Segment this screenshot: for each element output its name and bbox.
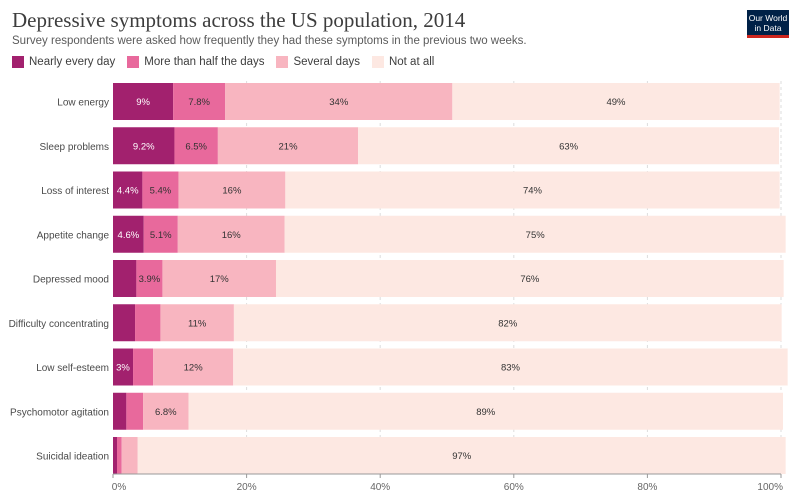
data-label: 97% (452, 451, 472, 462)
bar-segment[interactable] (113, 215, 144, 253)
category-label: Suicidal ideation (36, 452, 109, 463)
category-label: Difficulty concentrating (9, 319, 109, 330)
bar-segment[interactable] (113, 348, 134, 386)
data-label: 3.9% (139, 274, 161, 285)
legend-swatch (12, 56, 24, 68)
category-label: Psychomotor agitation (10, 407, 109, 418)
x-tick-label: 100% (757, 482, 783, 493)
data-label: 17% (210, 274, 230, 285)
data-label: 3% (116, 363, 130, 374)
data-label: 9% (136, 97, 150, 108)
x-tick-label: 80% (637, 482, 657, 493)
legend-swatch (127, 56, 140, 68)
data-label: 89% (476, 407, 496, 418)
legend-label: Several days (293, 56, 360, 68)
data-label: 9.2% (133, 141, 155, 152)
bar-segment[interactable] (143, 215, 178, 253)
bar-segment[interactable] (173, 83, 226, 120)
bar-segment[interactable] (142, 171, 179, 209)
bar-segment[interactable] (133, 348, 154, 386)
data-label: 83% (501, 363, 521, 374)
bar-segment[interactable] (113, 127, 175, 165)
chart-title: Depressive symptoms across the US popula… (12, 8, 466, 32)
bar-segment[interactable] (126, 392, 144, 430)
logo-line-1: Our World (748, 13, 788, 23)
bar-segment[interactable] (233, 304, 782, 342)
data-label: 5.1% (150, 230, 172, 241)
legend-swatch (371, 56, 384, 68)
data-label: 5.4% (150, 186, 172, 197)
bar-segment[interactable] (113, 304, 136, 342)
data-label: 34% (329, 97, 349, 108)
bar-segment[interactable] (121, 437, 138, 474)
legend-item-not-at-all[interactable]: Not at all (371, 56, 435, 68)
legend-swatch (276, 56, 289, 68)
bar-segment[interactable] (174, 127, 218, 165)
data-label: 7.8% (188, 97, 210, 108)
data-label: 6.8% (155, 407, 177, 418)
bar-segment[interactable] (358, 127, 779, 165)
data-label: 82% (498, 318, 518, 329)
legend-label: Not at all (388, 56, 435, 68)
bar-segment[interactable] (136, 260, 163, 297)
legend-item-nearly-every-day[interactable]: Nearly every day (12, 56, 115, 68)
legend-label: More than half the days (144, 56, 265, 68)
category-label: Depressed mood (33, 275, 109, 286)
category-label: Loss of interest (41, 186, 109, 197)
x-tick-label: 60% (504, 482, 524, 493)
data-label: 12% (184, 363, 204, 374)
data-label: 6.5% (185, 141, 207, 152)
bar-segment[interactable] (233, 348, 788, 386)
data-label: 49% (606, 97, 626, 108)
data-label: 11% (188, 318, 207, 329)
x-tick-label: 20% (237, 482, 257, 493)
legend-item-several-days[interactable]: Several days (276, 56, 360, 68)
bar-segment[interactable] (177, 215, 285, 253)
bar-segment[interactable] (188, 392, 784, 430)
bar-segment[interactable] (117, 437, 122, 474)
chart-subtitle: Survey respondents were asked how freque… (12, 35, 527, 47)
bar-segment[interactable] (113, 437, 118, 474)
data-label: 16% (222, 186, 242, 197)
data-label: 21% (279, 141, 299, 152)
data-label: 16% (222, 230, 242, 241)
data-label: 4.6% (118, 230, 140, 241)
data-label: 76% (520, 274, 540, 285)
chart-legend: Nearly every day More than half the days… (12, 56, 446, 68)
legend-item-more-than-half[interactable]: More than half the days (127, 56, 264, 68)
bar-segment[interactable] (160, 304, 234, 342)
bar-segment[interactable] (113, 260, 137, 297)
bar-segment[interactable] (225, 83, 453, 120)
bar-segment[interactable] (285, 171, 780, 209)
bar-segment[interactable] (217, 127, 359, 165)
data-label: 75% (526, 230, 546, 241)
bar-segment[interactable] (137, 437, 786, 474)
bar-segment[interactable] (113, 171, 143, 209)
category-label: Low energy (57, 98, 109, 109)
bar-segment[interactable] (143, 392, 189, 430)
category-label: Sleep problems (40, 142, 109, 153)
logo-line-2: in Data (754, 23, 782, 33)
data-label: 63% (559, 141, 579, 152)
data-label: 74% (523, 186, 543, 197)
bar-segment[interactable] (135, 304, 161, 342)
bar-segment[interactable] (452, 83, 780, 120)
bar-segment[interactable] (178, 171, 286, 209)
bar-segment[interactable] (153, 348, 234, 386)
x-tick-label: 0% (112, 482, 127, 493)
bar-segment[interactable] (113, 83, 174, 120)
data-label: 4.4% (117, 186, 139, 197)
bar-segment[interactable] (162, 260, 276, 297)
legend-label: Nearly every day (29, 56, 116, 68)
x-tick-label: 40% (370, 482, 390, 493)
category-label: Appetite change (37, 230, 110, 241)
bar-segment[interactable] (113, 392, 127, 430)
bar-segment[interactable] (275, 260, 784, 297)
category-label: Low self-esteem (36, 363, 109, 374)
owid-logo[interactable]: Our World in Data (747, 10, 789, 38)
bar-segment[interactable] (284, 215, 786, 253)
